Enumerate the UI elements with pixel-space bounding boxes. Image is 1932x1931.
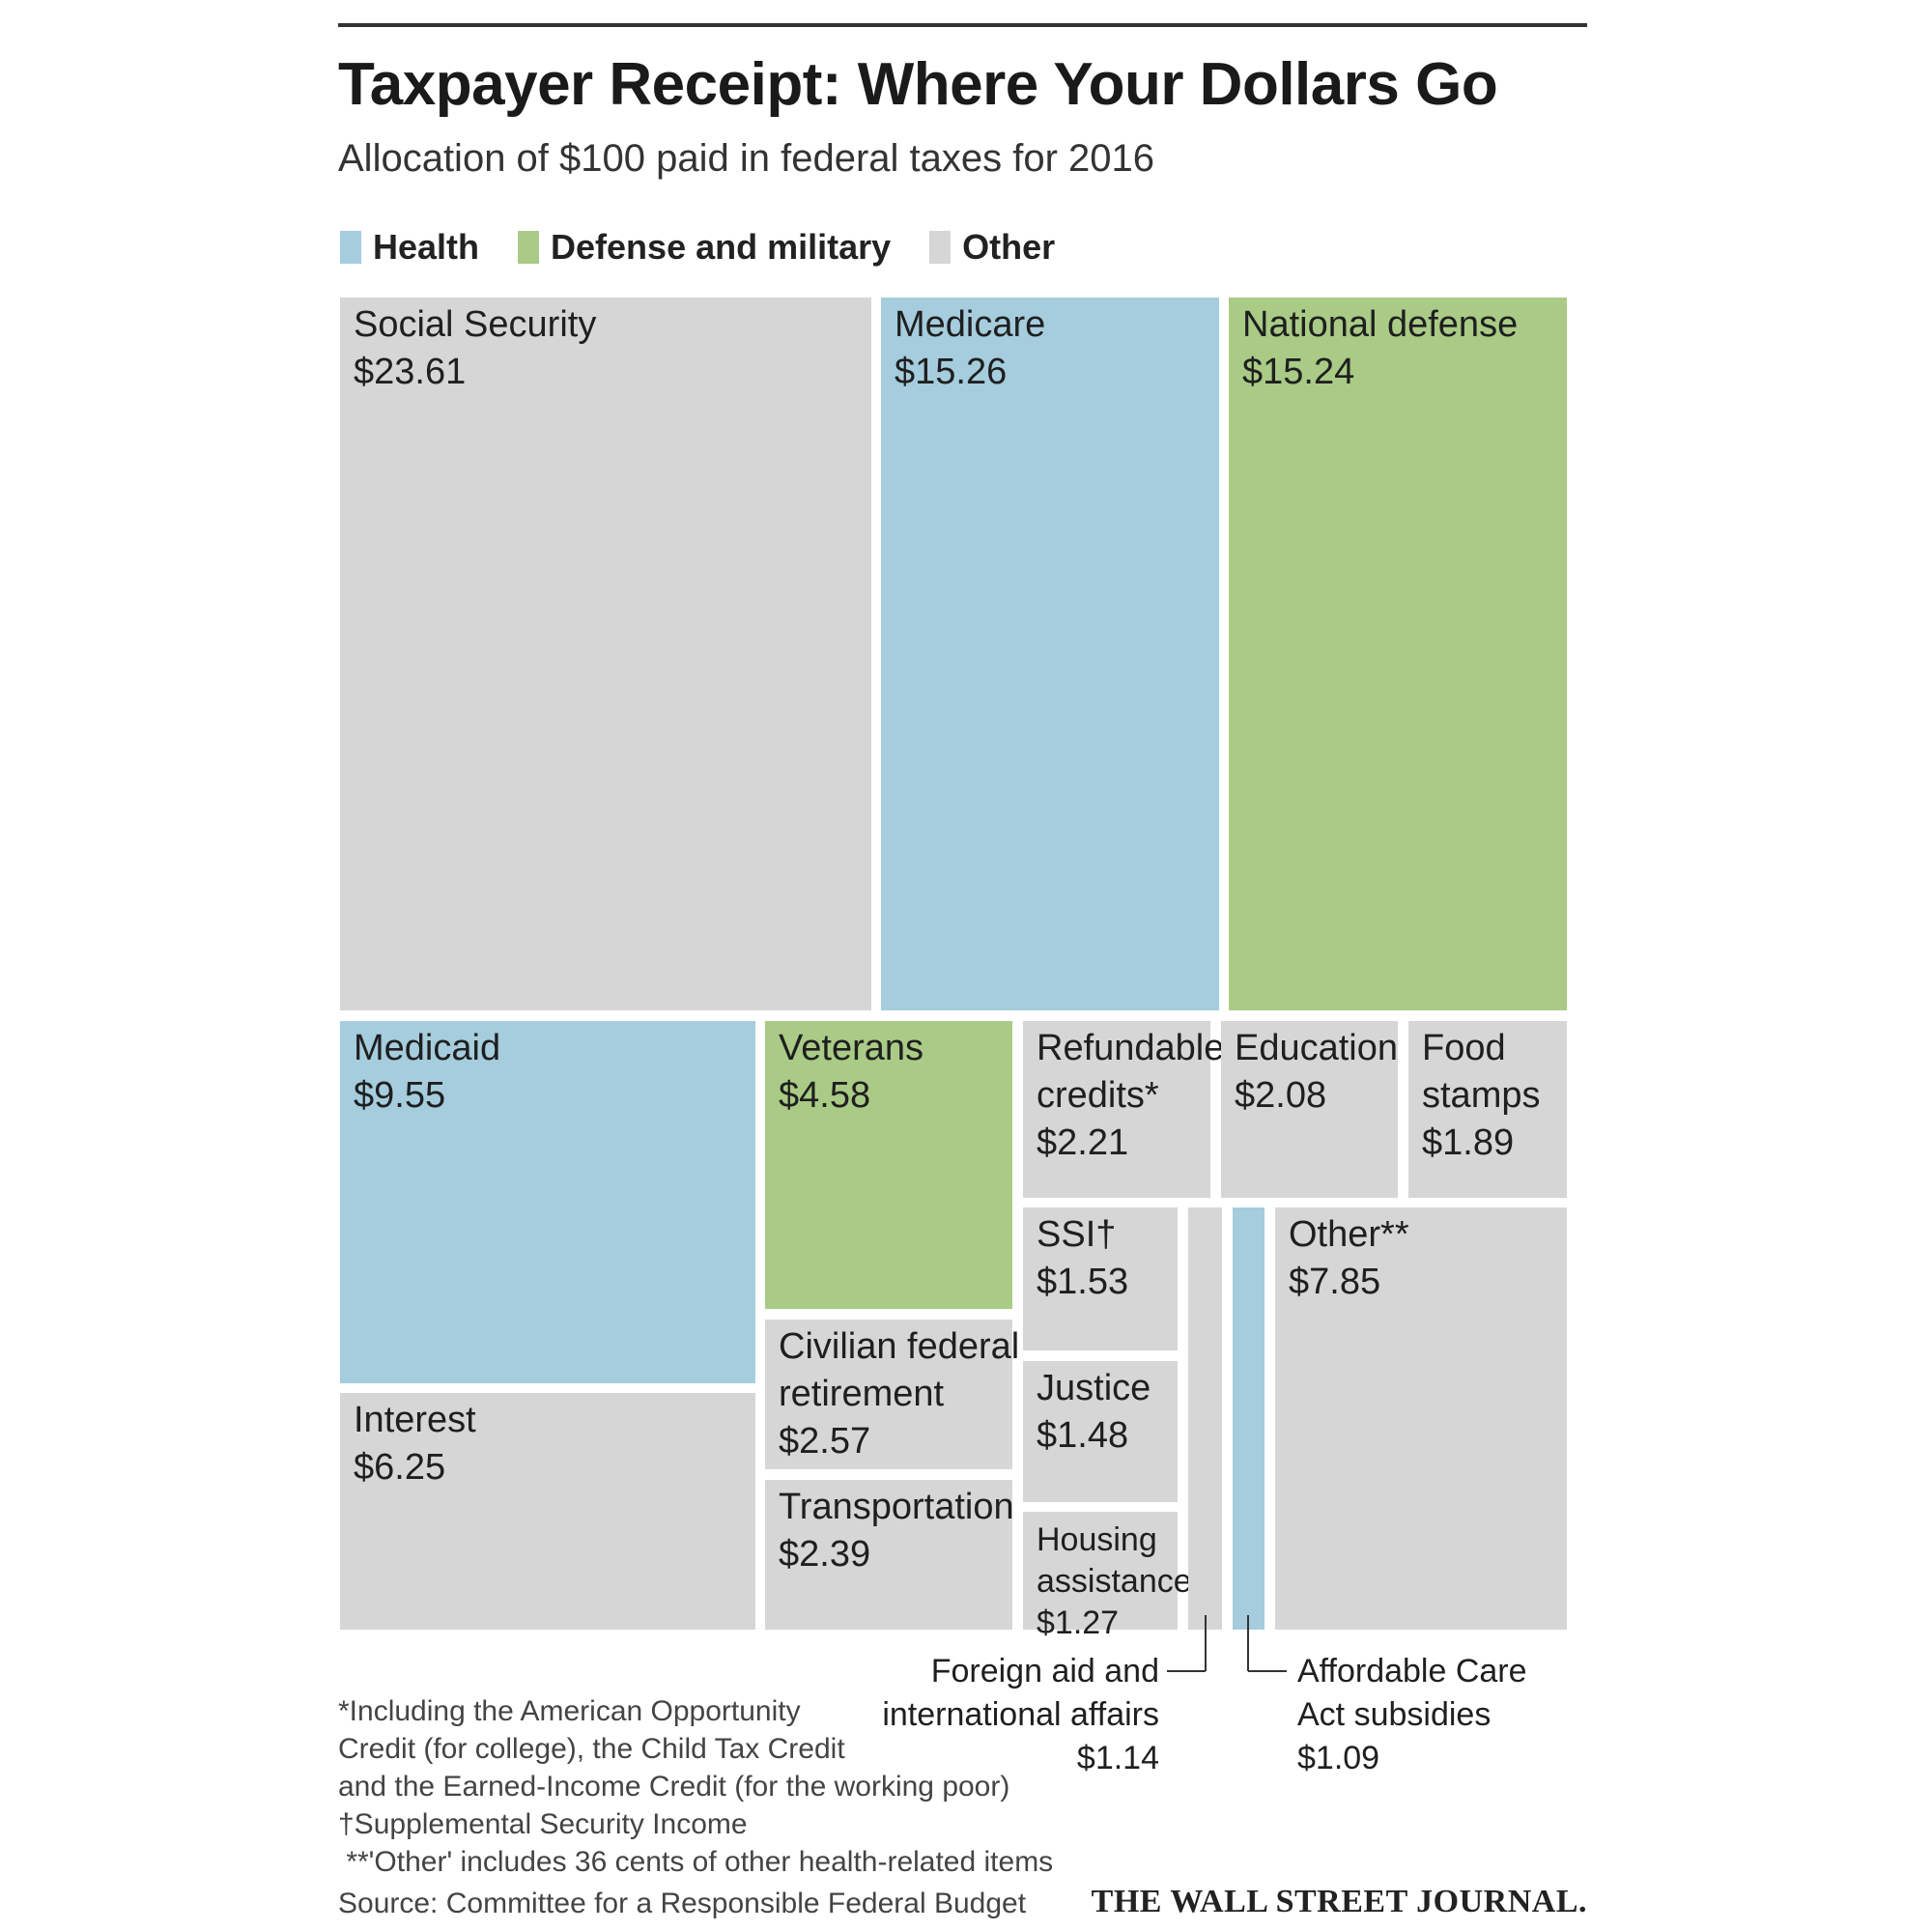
treemap-cell-refundable-credits xyxy=(1023,1021,1210,1198)
legend-item-defense: Defense and military xyxy=(518,227,891,268)
cell-value-civilian-federal-retirement: $2.57 xyxy=(779,1421,870,1462)
publisher-logo: THE WALL STREET JOURNAL. xyxy=(1091,1884,1587,1919)
footnote-line: **'Other' includes 36 cents of other hea… xyxy=(338,1846,1054,1878)
cell-value-housing-assistance: $1.27 xyxy=(1037,1604,1119,1641)
treemap-cell-foreign-aid-and-international-affairs xyxy=(1188,1207,1222,1630)
treemap-cell-other xyxy=(1275,1207,1567,1630)
cell-name-part-civilian-federal-retirement: retirement xyxy=(779,1374,944,1414)
cell-name-part-refundable-credits: Refundable xyxy=(1037,1028,1224,1068)
cell-value-social-security: $23.61 xyxy=(354,352,466,392)
cell-name-interest: Interest xyxy=(354,1400,476,1440)
callout-name-part-foreign-aid: international affairs xyxy=(882,1696,1159,1733)
cell-value-refundable-credits: $2.21 xyxy=(1037,1122,1128,1163)
footnote-line: and the Earned-Income Credit (for the wo… xyxy=(338,1771,1010,1803)
treemap-cell-civilian-federal-retirement xyxy=(765,1320,1012,1469)
treemap-cell-housing-assistance xyxy=(1023,1512,1178,1630)
cell-value-medicare: $15.26 xyxy=(895,352,1007,392)
legend-label-defense: Defense and military xyxy=(551,227,892,267)
cell-value-ssi: $1.53 xyxy=(1037,1262,1128,1302)
treemap-cell-medicaid xyxy=(340,1021,755,1383)
callout-value-foreign-aid: $1.14 xyxy=(1077,1740,1159,1776)
cell-name-education: Education xyxy=(1235,1028,1398,1068)
legend: Health Defense and military Other xyxy=(340,227,1094,268)
cell-value-medicaid: $9.55 xyxy=(354,1075,445,1116)
callout-value-aca: $1.09 xyxy=(1297,1740,1379,1776)
cell-name-part-food-stamps: Food xyxy=(1422,1028,1506,1068)
treemap-cell-national-defense xyxy=(1229,298,1567,1010)
cell-value-interest: $6.25 xyxy=(354,1447,445,1488)
cell-name-national-defense: National defense xyxy=(1242,304,1518,345)
treemap-cell-transportation xyxy=(765,1480,1012,1630)
callout-name-part-foreign-aid: Foreign aid and xyxy=(931,1653,1159,1690)
legend-item-other: Other xyxy=(929,227,1055,268)
treemap-cell-education xyxy=(1221,1021,1398,1198)
legend-swatch-health xyxy=(340,231,361,264)
cell-name-part-food-stamps: stamps xyxy=(1422,1075,1540,1116)
cell-name-medicaid: Medicaid xyxy=(354,1028,500,1068)
treemap-cell-food-stamps xyxy=(1408,1021,1567,1198)
footnote-line: †Supplemental Security Income xyxy=(338,1808,748,1840)
cell-value-national-defense: $15.24 xyxy=(1242,352,1354,392)
callout-name-part-aca: Act subsidies xyxy=(1297,1696,1491,1733)
top-rule xyxy=(338,23,1587,27)
treemap-cell-ssi xyxy=(1023,1207,1178,1350)
treemap-cell-affordable-care-act-subsidies xyxy=(1233,1207,1264,1630)
cell-name-part-housing-assistance: assistance xyxy=(1037,1563,1192,1600)
cell-name-veterans: Veterans xyxy=(779,1028,923,1068)
cell-value-transportation: $2.39 xyxy=(779,1534,870,1575)
cell-name-transportation: Transportation xyxy=(779,1487,1014,1527)
treemap-cell-social-security xyxy=(340,298,871,1010)
callout-name-part-aca: Affordable Care xyxy=(1297,1653,1527,1690)
cell-name-other: Other** xyxy=(1289,1214,1409,1255)
cell-name-part-civilian-federal-retirement: Civilian federal xyxy=(779,1326,1019,1367)
cell-name-social-security: Social Security xyxy=(354,304,596,345)
legend-label-health: Health xyxy=(373,227,480,267)
cell-name-justice: Justice xyxy=(1037,1368,1151,1408)
legend-swatch-other xyxy=(929,231,952,264)
treemap-cell-interest xyxy=(340,1393,755,1630)
footnote-line: Credit (for college), the Child Tax Cred… xyxy=(338,1733,845,1765)
cell-value-veterans: $4.58 xyxy=(779,1075,870,1116)
cell-value-education: $2.08 xyxy=(1235,1075,1326,1116)
legend-item-health: Health xyxy=(340,227,479,268)
chart-subtitle: Allocation of $100 paid in federal taxes… xyxy=(338,137,1155,180)
treemap-cell-medicare xyxy=(881,298,1219,1010)
cell-value-justice: $1.48 xyxy=(1037,1415,1128,1456)
cell-name-part-refundable-credits: credits* xyxy=(1037,1075,1159,1116)
legend-label-other: Other xyxy=(962,227,1056,267)
footnote-line: *Including the American Opportunity xyxy=(338,1695,801,1727)
legend-swatch-defense xyxy=(518,231,540,264)
treemap-cell-justice xyxy=(1023,1361,1178,1502)
footnotes: *Including the American Opportunity Cred… xyxy=(338,1692,1053,1881)
cell-name-ssi: SSI† xyxy=(1037,1214,1116,1255)
cell-value-food-stamps: $1.89 xyxy=(1422,1122,1514,1163)
treemap-cell-veterans xyxy=(765,1021,1012,1309)
source-note: Source: Committee for a Responsible Fede… xyxy=(338,1888,1027,1919)
chart-title: Taxpayer Receipt: Where Your Dollars Go xyxy=(338,51,1498,118)
cell-name-part-housing-assistance: Housing xyxy=(1037,1521,1157,1558)
cell-name-medicare: Medicare xyxy=(895,304,1045,345)
cell-value-other: $7.85 xyxy=(1289,1262,1380,1302)
